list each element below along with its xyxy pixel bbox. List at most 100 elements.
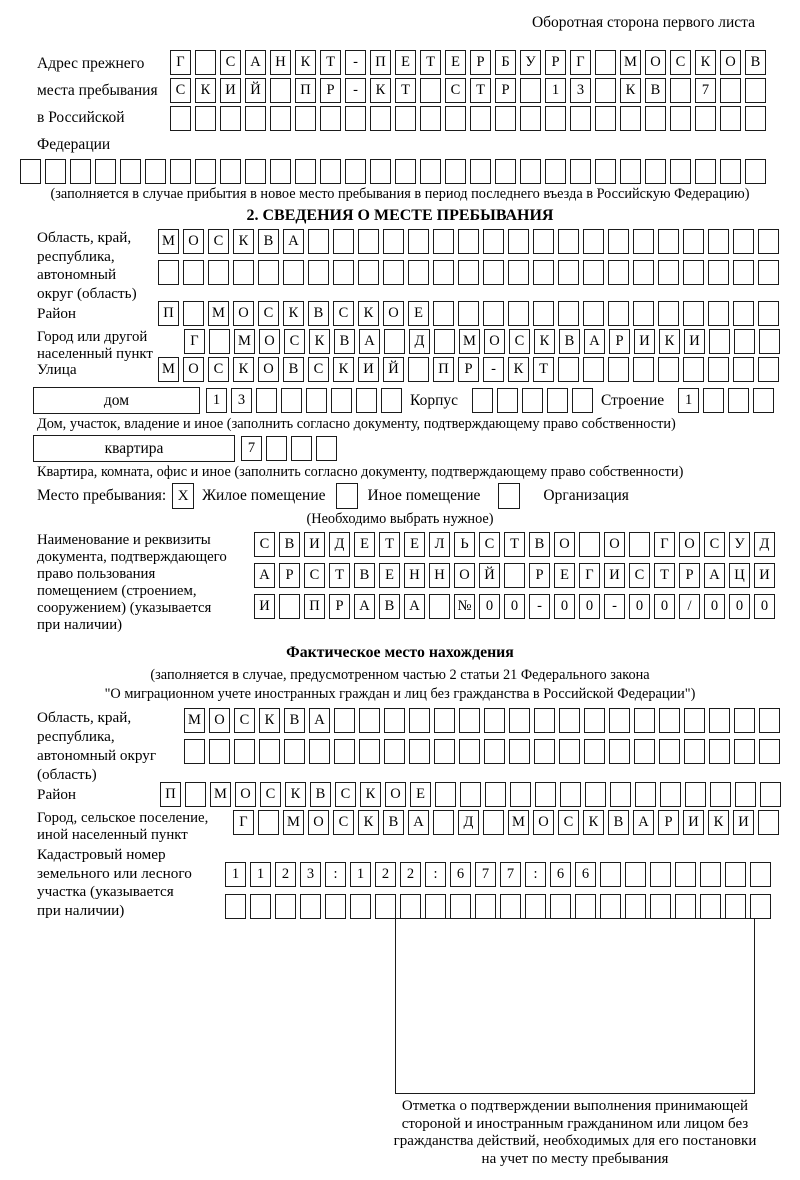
form-cell[interactable]: С	[509, 329, 530, 354]
form-cell[interactable]: Й	[383, 357, 404, 382]
form-cell[interactable]	[250, 894, 271, 919]
form-cell[interactable]	[558, 229, 579, 254]
form-cell[interactable]	[753, 388, 775, 413]
form-cell[interactable]	[331, 388, 352, 413]
form-cell[interactable]	[334, 708, 355, 733]
form-cell[interactable]	[583, 229, 604, 254]
form-cell[interactable]: 7	[241, 436, 262, 461]
form-cell[interactable]: А	[354, 594, 375, 619]
form-cell[interactable]: Т	[395, 78, 416, 103]
form-cell[interactable]: В	[645, 78, 666, 103]
form-cell[interactable]: П	[433, 357, 454, 382]
form-cell[interactable]	[583, 260, 604, 285]
form-cell[interactable]: М	[184, 708, 205, 733]
form-cell[interactable]: С	[234, 708, 255, 733]
form-cell[interactable]: О	[235, 782, 256, 807]
form-cell[interactable]	[383, 229, 404, 254]
form-cell[interactable]: 0	[629, 594, 650, 619]
form-cell[interactable]: 6	[450, 862, 471, 887]
form-cell[interactable]	[683, 301, 704, 326]
form-cell[interactable]	[20, 159, 41, 184]
form-cell[interactable]	[633, 357, 654, 382]
form-cell[interactable]	[409, 739, 430, 764]
form-cell[interactable]	[533, 260, 554, 285]
form-cell[interactable]	[595, 106, 616, 131]
form-cell[interactable]: 6	[550, 862, 571, 887]
form-cell[interactable]	[758, 229, 779, 254]
form-cell[interactable]: 7	[475, 862, 496, 887]
form-cell[interactable]: И	[254, 594, 275, 619]
form-cell[interactable]	[633, 301, 654, 326]
form-cell[interactable]	[650, 894, 671, 919]
form-cell[interactable]	[545, 159, 566, 184]
form-cell[interactable]	[759, 329, 780, 354]
form-cell[interactable]: С	[558, 810, 579, 835]
form-cell[interactable]	[291, 436, 312, 461]
form-cell[interactable]: П	[295, 78, 316, 103]
form-cell[interactable]: 0	[704, 594, 725, 619]
form-cell[interactable]: 3	[570, 78, 591, 103]
form-cell[interactable]	[434, 708, 455, 733]
form-cell[interactable]: А	[254, 563, 275, 588]
form-cell[interactable]	[709, 708, 730, 733]
form-cell[interactable]	[356, 388, 377, 413]
form-cell[interactable]: К	[283, 301, 304, 326]
form-cell[interactable]	[725, 894, 746, 919]
form-cell[interactable]: Ь	[454, 532, 475, 557]
form-cell[interactable]	[458, 229, 479, 254]
form-cell[interactable]: С	[445, 78, 466, 103]
form-cell[interactable]: 2	[275, 862, 296, 887]
form-cell[interactable]	[520, 78, 541, 103]
form-cell[interactable]: С	[284, 329, 305, 354]
form-cell[interactable]	[735, 782, 756, 807]
form-cell[interactable]	[608, 229, 629, 254]
form-cell[interactable]: Г	[184, 329, 205, 354]
form-cell[interactable]: С	[170, 78, 191, 103]
form-cell[interactable]	[470, 159, 491, 184]
form-cell[interactable]	[220, 106, 241, 131]
form-cell[interactable]	[460, 782, 481, 807]
form-cell[interactable]	[95, 159, 116, 184]
form-cell[interactable]	[633, 260, 654, 285]
form-cell[interactable]	[270, 159, 291, 184]
form-cell[interactable]: О	[183, 357, 204, 382]
form-cell[interactable]: К	[583, 810, 604, 835]
form-cell[interactable]	[708, 229, 729, 254]
form-cell[interactable]	[709, 739, 730, 764]
form-cell[interactable]	[259, 739, 280, 764]
form-cell[interactable]: С	[304, 563, 325, 588]
form-cell[interactable]	[570, 106, 591, 131]
form-cell[interactable]	[195, 159, 216, 184]
form-cell[interactable]	[610, 782, 631, 807]
form-cell[interactable]	[535, 782, 556, 807]
form-cell[interactable]: У	[520, 50, 541, 75]
form-cell[interactable]	[233, 260, 254, 285]
form-cell[interactable]: В	[379, 594, 400, 619]
form-cell[interactable]: О	[308, 810, 329, 835]
form-cell[interactable]: 1	[206, 388, 227, 413]
form-cell[interactable]	[433, 229, 454, 254]
form-cell[interactable]: О	[604, 532, 625, 557]
form-cell[interactable]: В	[383, 810, 404, 835]
form-cell[interactable]	[560, 782, 581, 807]
form-cell[interactable]: 3	[231, 388, 252, 413]
form-cell[interactable]	[195, 50, 216, 75]
form-cell[interactable]	[734, 329, 755, 354]
form-cell[interactable]: 1	[678, 388, 700, 413]
form-cell[interactable]: О	[209, 708, 230, 733]
form-cell[interactable]: О	[484, 329, 505, 354]
form-cell[interactable]: Й	[245, 78, 266, 103]
form-cell[interactable]: К	[309, 329, 330, 354]
form-cell[interactable]: М	[508, 810, 529, 835]
form-cell[interactable]	[658, 229, 679, 254]
form-cell[interactable]	[483, 260, 504, 285]
form-cell[interactable]	[384, 739, 405, 764]
form-cell[interactable]	[433, 301, 454, 326]
form-cell[interactable]: О	[259, 329, 280, 354]
form-cell[interactable]	[120, 159, 141, 184]
form-cell[interactable]: Р	[329, 594, 350, 619]
form-cell[interactable]	[185, 782, 206, 807]
form-cell[interactable]: С	[333, 810, 354, 835]
form-cell[interactable]	[708, 301, 729, 326]
form-cell[interactable]: К	[358, 301, 379, 326]
